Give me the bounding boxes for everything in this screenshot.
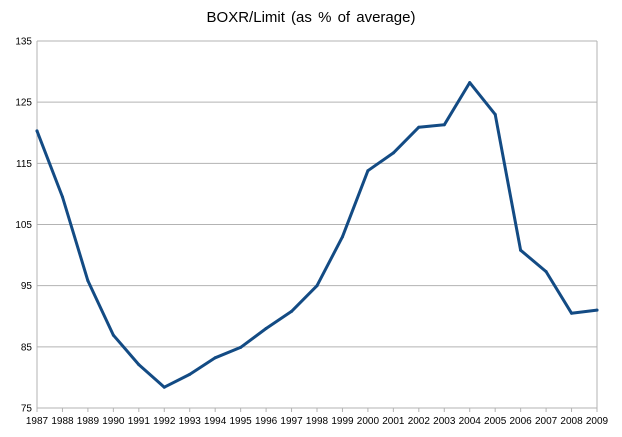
data-point (595, 308, 599, 312)
x-tick-label: 1991 (128, 416, 151, 427)
x-tick-label: 2004 (459, 416, 482, 427)
data-point (264, 327, 268, 330)
x-tick-label: 2002 (408, 416, 431, 427)
x-tick-label: 1988 (51, 416, 74, 427)
data-point (111, 333, 115, 337)
y-tick-label: 105 (15, 220, 32, 231)
series-line (35, 81, 599, 389)
x-tick-label: 1994 (204, 416, 227, 427)
x-tick-label: 1993 (179, 416, 202, 427)
data-point (35, 129, 39, 133)
x-tick-label: 1999 (331, 416, 354, 427)
x-tick-label: 1992 (153, 416, 176, 427)
data-point (544, 270, 548, 274)
data-point (86, 279, 90, 283)
x-tick-label: 2009 (586, 416, 609, 427)
data-point (188, 372, 192, 376)
x-tick-labels: 1987 1988 1989 1990 1991 1992 1993 1994 1995 1996… (26, 416, 609, 427)
data-point (493, 112, 497, 116)
data-point (519, 248, 523, 252)
y-tick-label: 85 (21, 342, 33, 353)
data-point (442, 123, 446, 127)
data-point (290, 309, 293, 313)
data-point (341, 235, 344, 239)
data-point (366, 169, 370, 173)
data-point (137, 363, 141, 367)
data-point (417, 125, 421, 129)
y-tick-label: 135 (15, 37, 32, 48)
axes (36, 41, 598, 412)
y-tick-label: 75 (21, 404, 33, 415)
x-tick-label: 2006 (510, 416, 533, 427)
x-tick-label: 2008 (560, 416, 583, 427)
x-tick-label: 2005 (484, 416, 507, 427)
y-tick-label: 115 (16, 159, 32, 170)
x-tick-label: 2003 (433, 416, 456, 427)
data-point (213, 356, 217, 360)
x-tick-label: 1995 (230, 416, 253, 427)
data-point (162, 385, 166, 389)
data-point (468, 81, 472, 85)
x-tick-label: 1989 (77, 416, 100, 427)
data-point (239, 345, 243, 349)
data-point (315, 284, 319, 288)
gridlines (37, 40, 597, 348)
y-tick-label: 95 (21, 281, 33, 292)
x-tick-label: 2001 (382, 416, 405, 427)
x-tick-label: 1997 (280, 416, 303, 427)
chart-title: BOXR/Limit (as % of average) (206, 9, 416, 26)
x-tick-label: 1990 (102, 416, 125, 427)
data-point (61, 195, 64, 199)
x-tick-label: 2007 (535, 416, 558, 427)
x-tick-label: 1996 (255, 416, 278, 427)
x-tick-label: 2000 (357, 416, 380, 427)
y-tick-label: 125 (15, 98, 32, 109)
y-tick-labels: 75 85 95 105 115 125 135 (15, 37, 32, 415)
data-point (570, 311, 573, 315)
x-tick-label: 1998 (306, 416, 329, 427)
series-layer (35, 81, 599, 389)
data-point (391, 151, 395, 155)
x-tick-label: 1987 (26, 416, 49, 427)
